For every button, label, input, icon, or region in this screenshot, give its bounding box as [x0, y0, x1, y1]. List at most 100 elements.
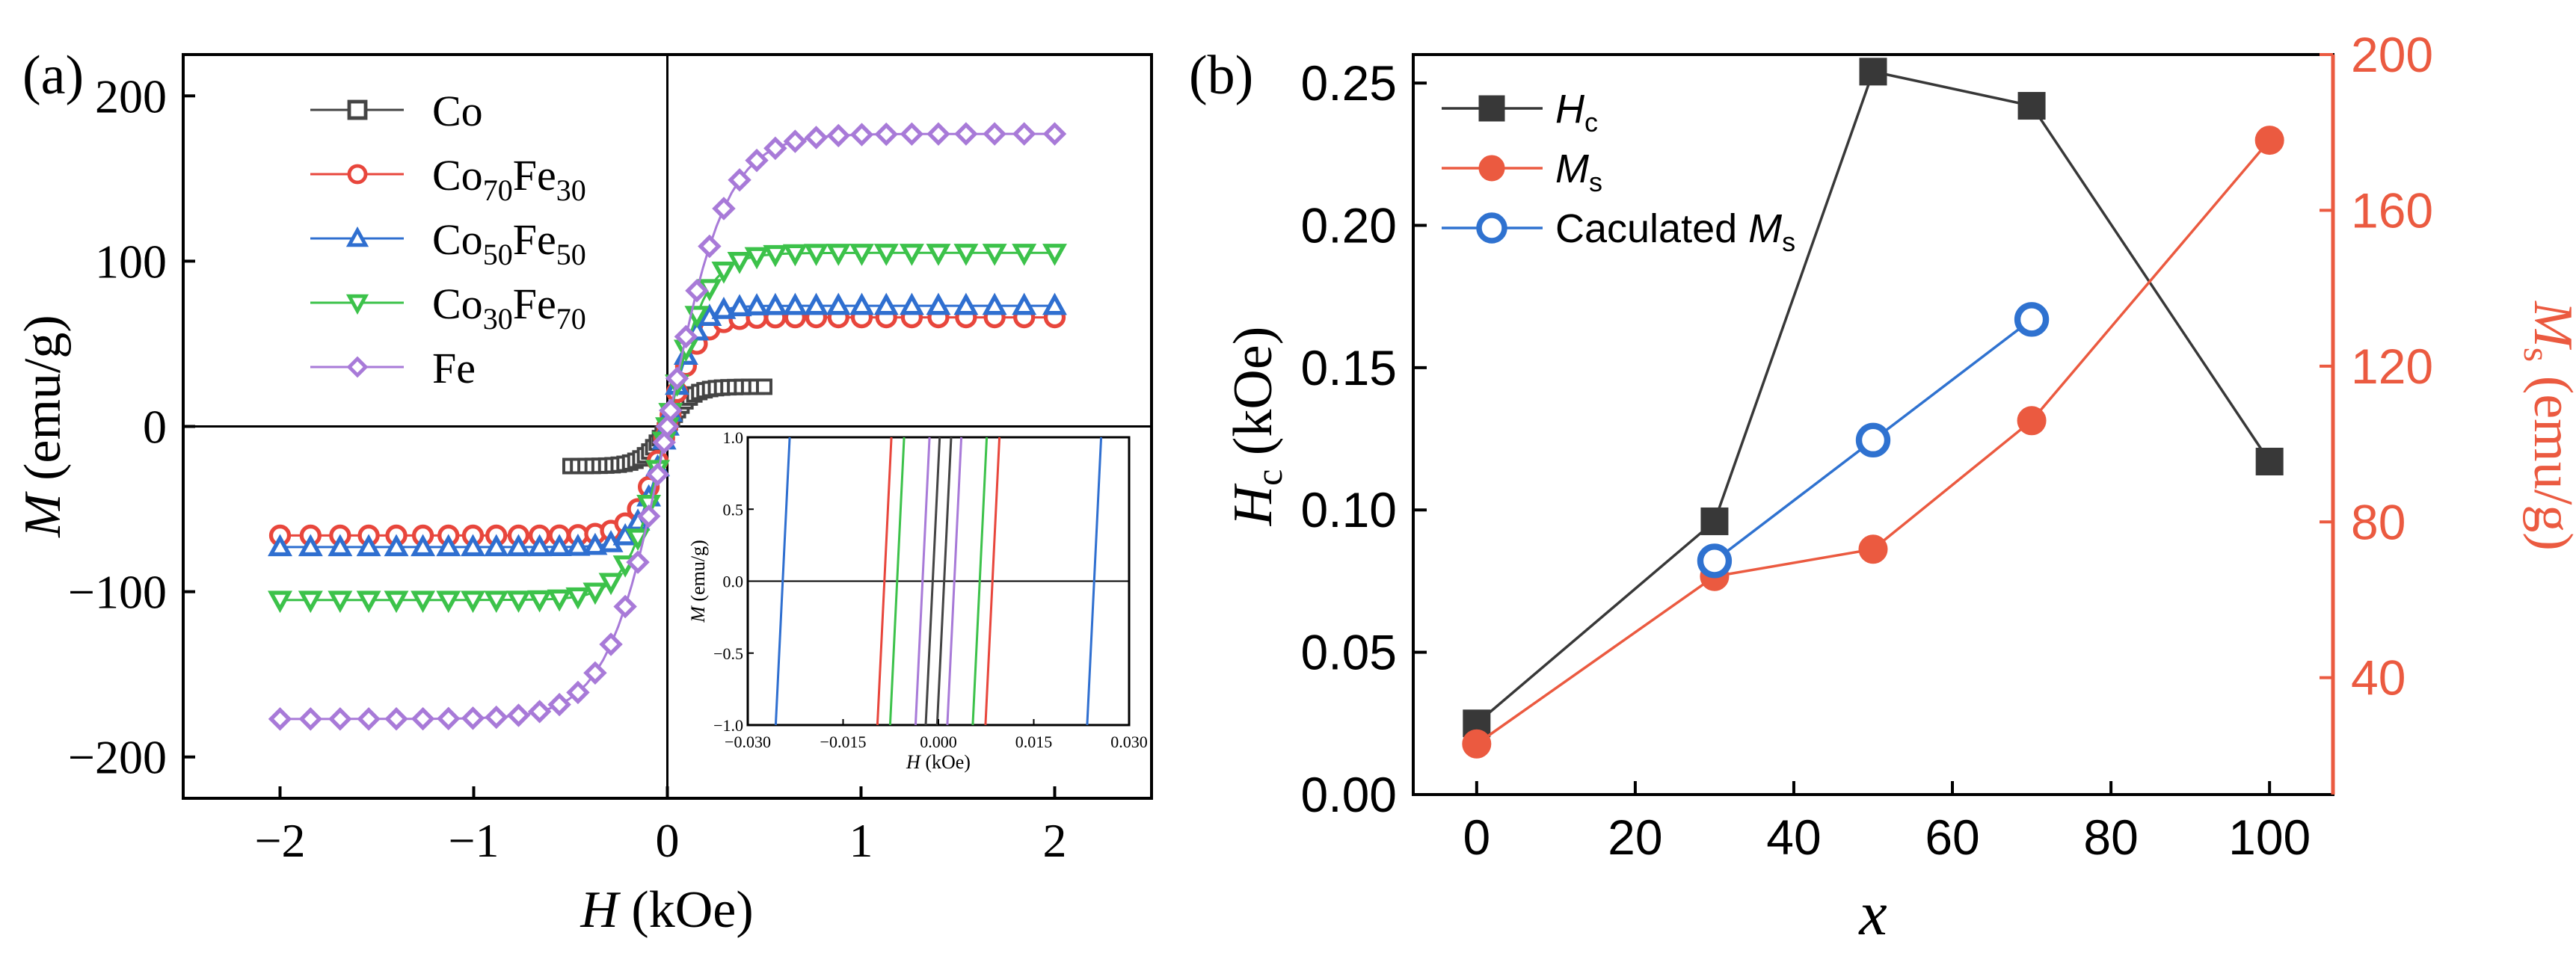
marker-co30fe70 [328, 590, 353, 614]
panel-b-right-ytick-label: 120 [2351, 339, 2433, 394]
inset-loop-co70fe30 [876, 437, 1001, 726]
legend-item-co: Co [310, 87, 483, 135]
marker-co50fe50 [926, 292, 951, 315]
point-ms [1462, 729, 1492, 759]
panel-b-left-ytick-label: 0.20 [1301, 197, 1397, 253]
panel-a-ytick-label: −100 [68, 566, 167, 619]
inset-branch [774, 437, 791, 726]
inset-xtick-label: 0.000 [920, 733, 957, 751]
marker-co50fe50 [899, 292, 924, 315]
series-co50fe50 [268, 292, 1067, 557]
point-hc [2255, 448, 2284, 475]
marker-fe [547, 692, 571, 717]
inset-branch [914, 437, 931, 726]
panel-b-hc-ms-chart: 0 20 40 60 80 100 0.00 0.05 0.10 0.15 0.20 0.25 40 80… [1301, 27, 2434, 865]
panel-b-x-axis-label: x [1857, 879, 1887, 949]
marker-fe [783, 129, 808, 153]
point-caculated-ms [1855, 422, 1891, 458]
marker-co30fe70 [527, 590, 553, 613]
inset-xtick-label: −0.015 [820, 733, 867, 751]
panel-a-xtick-label: −2 [254, 814, 305, 867]
panel-a-xtick-label: 2 [1043, 814, 1067, 867]
legend-label: Co70Fe30 [432, 151, 586, 207]
panel-b-xtick-label: 0 [1463, 810, 1490, 865]
point-hc [1700, 507, 1729, 535]
marker-co50fe50 [804, 292, 829, 315]
marker-co30fe70 [625, 528, 651, 551]
marker-fe [527, 700, 552, 724]
marker-co30fe70 [953, 244, 979, 266]
legend-marker [345, 226, 369, 247]
panel-b-left-ytick-label: 0.15 [1301, 340, 1397, 395]
legend-label: Co50Fe50 [432, 215, 586, 271]
inset-branch [935, 437, 953, 726]
panel-b-right-ytick-label: 160 [2351, 182, 2433, 238]
panel-b-legend: Hc Ms Caculated Ms [1442, 87, 1795, 257]
marker-fe [506, 703, 531, 727]
panel-b-right-ytick-label: 40 [2351, 650, 2406, 706]
point-ms [2017, 406, 2047, 436]
marker-co30fe70 [384, 590, 409, 614]
panel-b-left-ytick-label: 0.05 [1301, 625, 1397, 680]
marker-fe [655, 414, 680, 439]
legend-item-co30fe70: Co30Fe70 [310, 280, 586, 336]
panel-b-xtick-label: 40 [1766, 810, 1821, 865]
legend-item-hc: Hc [1442, 87, 1598, 138]
panel-b-xtick-label: 100 [2228, 810, 2311, 865]
inset-ytick-label: −0.5 [713, 644, 743, 663]
point-ms [1858, 534, 1888, 564]
point-hc [2017, 92, 2046, 120]
marker-fe [357, 707, 381, 731]
marker-fe [411, 706, 435, 731]
panel-a-ytick-label: −200 [68, 731, 167, 784]
marker-co50fe50 [1012, 292, 1037, 315]
marker-co50fe50 [826, 292, 851, 315]
legend-label: Caculated Ms [1555, 206, 1795, 257]
legend-label: Ms [1555, 147, 1602, 197]
legend-marker [1478, 155, 1505, 182]
inset-xtick-label: 0.015 [1015, 733, 1053, 751]
marker-fe [583, 661, 607, 685]
legend-label: Co [432, 87, 483, 135]
panel-b-left-ytick-label: 0.25 [1301, 55, 1397, 111]
marker-co30fe70 [727, 251, 752, 274]
marker-co30fe70 [711, 262, 737, 284]
marker-fe [645, 463, 670, 487]
marker-co50fe50 [565, 533, 591, 556]
point-caculated-ms [1697, 543, 1733, 579]
marker-fe [384, 707, 408, 731]
marker-co30fe70 [826, 244, 851, 266]
marker-co50fe50 [873, 292, 899, 315]
marker-co30fe70 [411, 590, 436, 614]
panel-b-left-ytick-label: 0.10 [1301, 482, 1397, 537]
legend-label: Co30Fe70 [432, 280, 586, 336]
marker-fe [485, 705, 508, 730]
marker-fe [674, 324, 698, 349]
panel-b-xtick-label: 60 [1925, 810, 1979, 865]
panel-a-legend: Co Co70Fe30 Co50Fe50 Co30Fe70 Fe [310, 87, 586, 392]
panel-a-xtick-label: 0 [656, 814, 680, 867]
marker-fe [665, 366, 689, 390]
panel-b-right-ytick-label: 200 [2351, 27, 2433, 82]
marker-fe [613, 594, 637, 619]
inset-branch [1086, 437, 1103, 726]
marker-co50fe50 [356, 534, 381, 557]
inset-branch [984, 437, 1001, 726]
marker-fe [804, 126, 829, 149]
inset-ytick-label: −1.0 [713, 716, 743, 735]
panel-a-xtick-label: 1 [849, 814, 873, 867]
marker-fe [826, 123, 850, 148]
inset-branch [876, 437, 893, 726]
marker-co50fe50 [461, 534, 485, 557]
panel-a-ytick-label: 100 [95, 235, 167, 288]
marker-co30fe70 [899, 244, 924, 266]
marker-co30fe70 [582, 582, 608, 605]
panel-a-x-axis-label: H (kOe) [580, 881, 753, 939]
inset-loop-co50fe50 [774, 437, 1103, 726]
panel-a-y-axis-label: M (emu/g) [14, 315, 72, 537]
legend-marker [346, 356, 369, 378]
marker-co30fe70 [1012, 244, 1037, 266]
marker-co50fe50 [527, 534, 553, 557]
panel-a-inset: −0.030 −0.015 0.000 0.015 0.030 −1.0 −0.5 0.0 0.… [687, 428, 1148, 773]
marker-co30fe70 [298, 590, 323, 614]
